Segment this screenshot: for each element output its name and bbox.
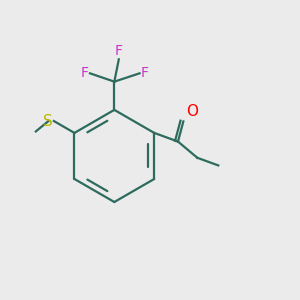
Text: F: F [141,66,149,80]
Text: S: S [43,113,52,128]
Text: F: F [115,44,123,58]
Text: F: F [80,66,88,80]
Text: O: O [186,104,198,119]
